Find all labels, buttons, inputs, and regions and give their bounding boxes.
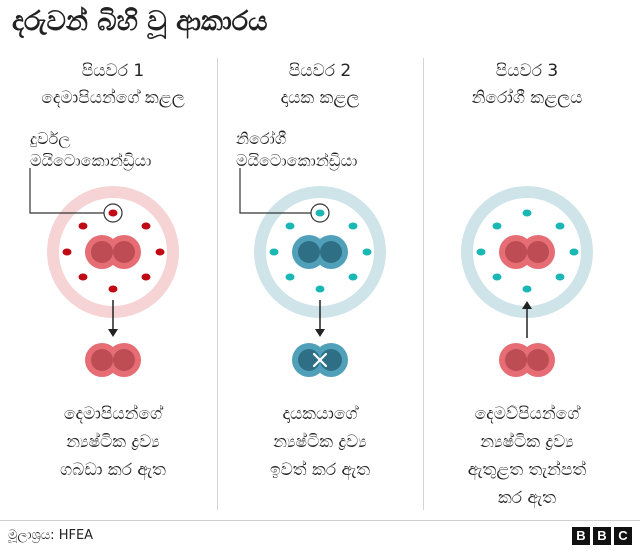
callout-line <box>29 168 104 214</box>
healthy-mitochondria <box>476 209 579 293</box>
step-label: පියවර 2 <box>288 61 352 81</box>
embryo-step1 <box>29 168 179 318</box>
nucleus-pair <box>292 235 348 269</box>
bbc-logo-letter: B <box>593 527 611 545</box>
nucleus-stored-step1 <box>85 343 141 377</box>
column-divider-1 <box>217 58 218 510</box>
column-divider-2 <box>423 58 424 510</box>
footer-rule <box>0 520 640 521</box>
callout-faulty-mitochondria: දුර්වල මයිටොකොන්ඩ්‍රියා <box>30 129 152 170</box>
description-step3: දෙමව්පියන්ගේ න්‍යෂ්ටික ද්‍රව්‍ය ඇතුළත තැ… <box>467 404 587 508</box>
step-label: පියවර 1 <box>81 61 145 81</box>
cross-icon <box>312 352 328 368</box>
bbc-logo: B B C <box>572 527 632 545</box>
cell-label: දායක කළල <box>280 88 360 108</box>
column-header-step1: පියවර 1 දෙමාපියන්ගේ කළල <box>13 58 213 112</box>
cell-label: දෙමාපියන්ගේ කළල <box>41 88 185 108</box>
cell-label: නිරෝගී කළලය <box>471 88 583 108</box>
source-credit: මූලාශ්‍රය: HFEA <box>8 528 94 543</box>
arrow-down-step2 <box>315 300 325 337</box>
faulty-mitochondria <box>62 209 165 293</box>
nucleus-inserted-step3 <box>499 343 555 377</box>
bbc-logo-letter: B <box>572 527 590 545</box>
callout-healthy-mitochondria: නිරෝගී මයිටොකොන්ඩ්‍රියා <box>236 129 358 170</box>
nucleus-pair <box>499 235 555 269</box>
embryo-step3 <box>461 186 593 318</box>
column-header-step2: පියවර 2 දායක කළල <box>220 58 420 112</box>
column-header-step3: පියවර 3 නිරෝගී කළලය <box>427 58 627 112</box>
healthy-mitochondria <box>269 209 372 293</box>
nucleus-removed-step2 <box>292 343 348 377</box>
description-step1: දෙමාපියන්ගේ න්‍යෂ්ටික ද්‍රව්‍ය ගබඩා කර ඇ… <box>60 404 166 480</box>
step-label: පියවර 3 <box>495 61 559 81</box>
callout-line <box>239 168 311 214</box>
bbc-logo-letter: C <box>614 527 632 545</box>
description-step2: දායකයාගේ න්‍යෂ්ටික ද්‍රව්‍ය ඉවත් කර ඇත <box>269 404 371 480</box>
nucleus-pair <box>85 235 141 269</box>
embryo-step2 <box>239 168 386 318</box>
arrow-down-step1 <box>108 300 118 337</box>
page-title: දරුවන් බිහි වූ ආකාරය <box>12 6 268 37</box>
arrow-up-step3 <box>522 301 532 338</box>
